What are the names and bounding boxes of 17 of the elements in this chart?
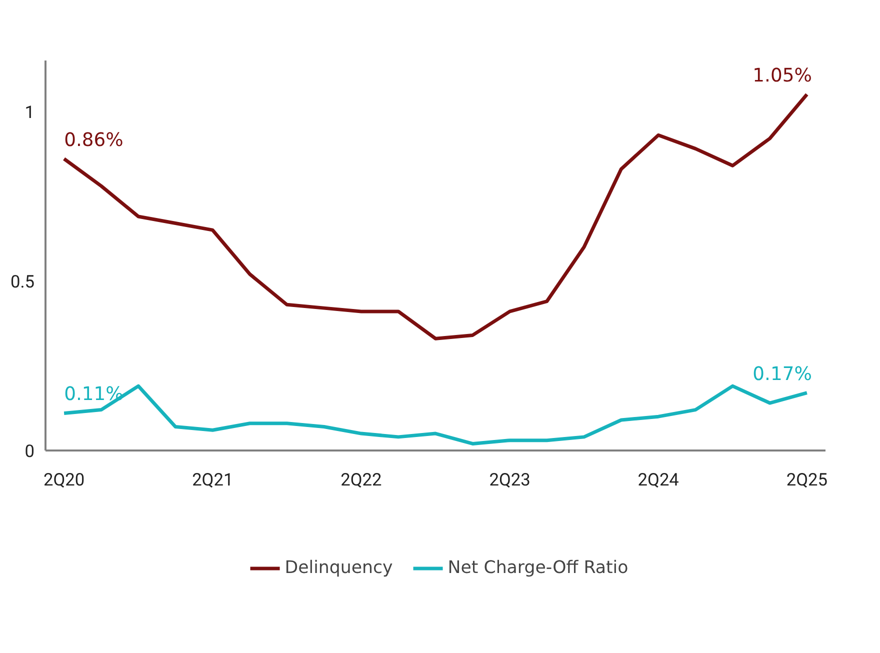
legend-label: Delinquency [284, 558, 393, 578]
x-tick-label: 2Q22 [340, 470, 382, 490]
annotation: 1.05% [752, 65, 812, 86]
x-tick-label: 2Q25 [786, 470, 828, 490]
legend-label: Net Charge-Off Ratio [448, 558, 628, 578]
annotation: 0.86% [64, 130, 124, 151]
y-tick-label: 0 [24, 442, 35, 462]
annotation: 0.17% [752, 364, 812, 385]
annotation: 0.11% [64, 384, 124, 406]
x-tick-label: 2Q23 [489, 470, 530, 490]
line-series [62, 384, 809, 446]
line-series [62, 92, 809, 340]
x-tick-label: 2Q20 [44, 470, 85, 490]
x-tick-label: 2Q24 [638, 470, 680, 490]
y-tick-label: 0.5 [10, 272, 35, 292]
x-tick-label: 2Q21 [192, 470, 234, 490]
y-tick-label: 1 [24, 102, 35, 123]
